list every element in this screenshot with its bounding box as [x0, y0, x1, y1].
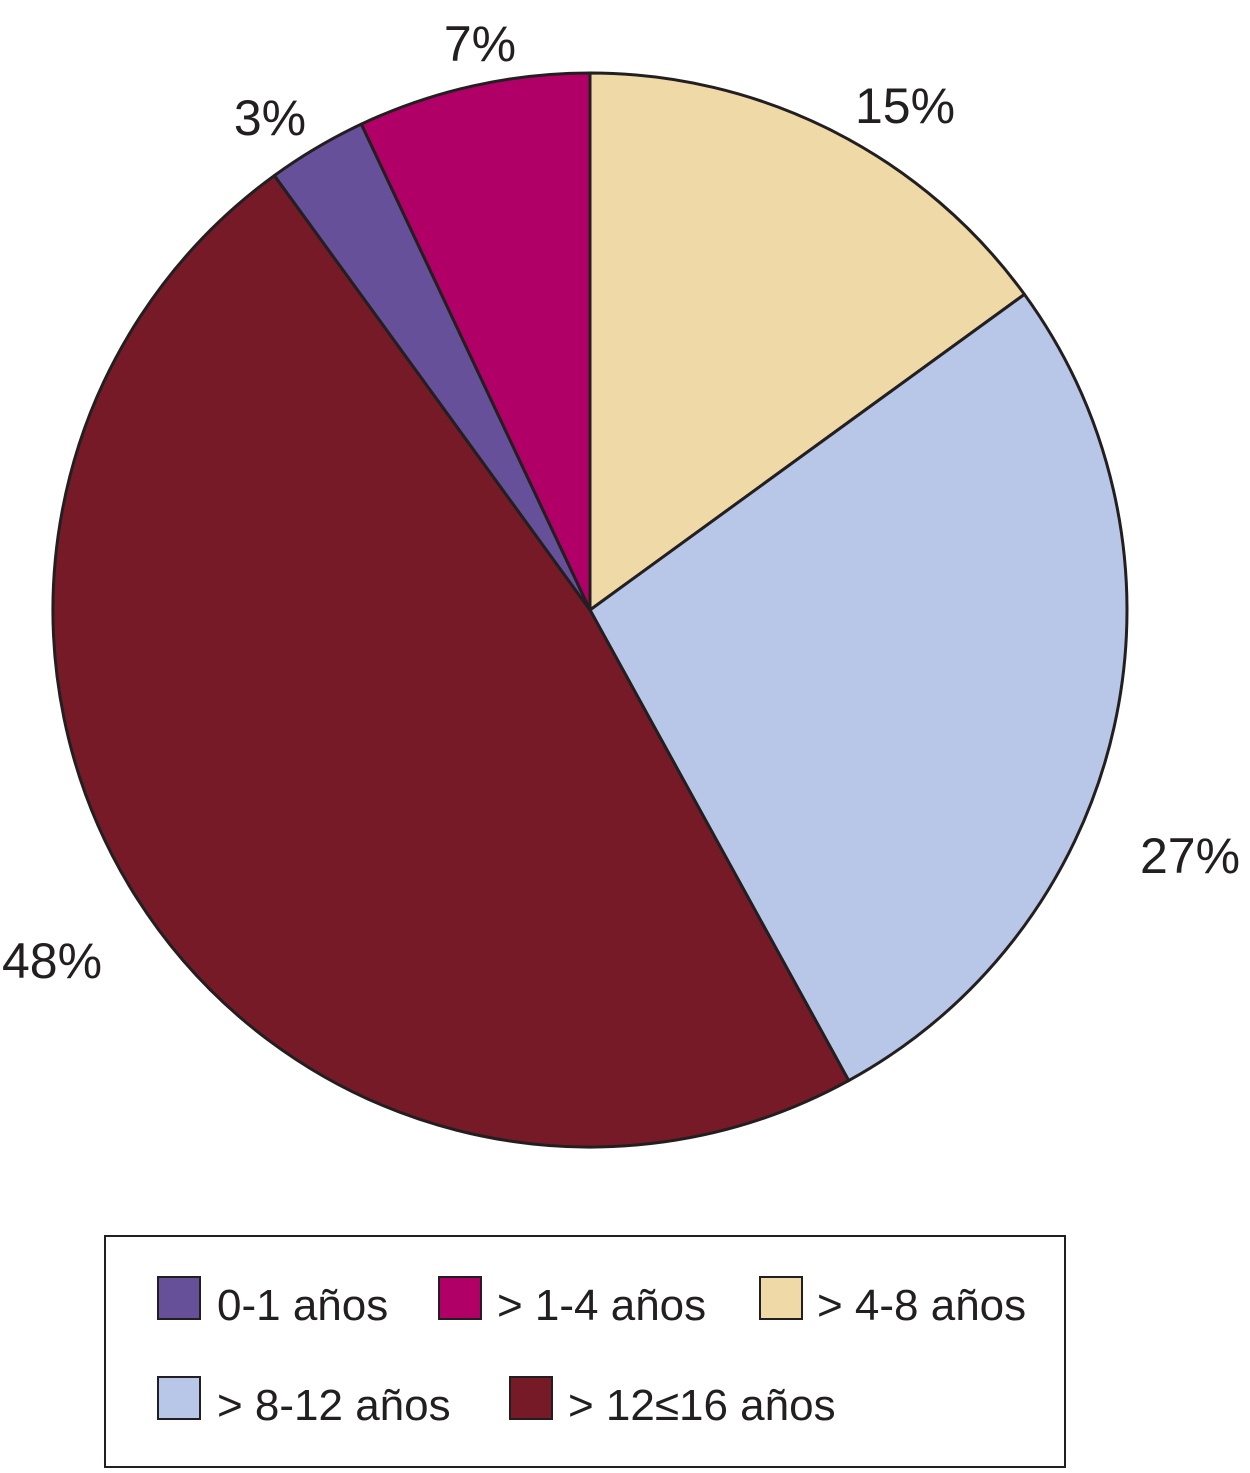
slice-12-16-anos [51, 174, 851, 1149]
legend-frame [104, 1235, 1066, 1468]
legend-label: > 4-8 años [817, 1281, 1026, 1330]
legend-swatch [157, 1276, 201, 1320]
legend-swatch [759, 1276, 803, 1320]
legend-label: > 8-12 años [217, 1381, 451, 1430]
slice-percent-label: 7% [444, 16, 516, 72]
slice-percent-label: 3% [234, 90, 306, 146]
pie-slices [51, 71, 1129, 1149]
legend-swatch [509, 1376, 553, 1420]
slice-8-12-anos [588, 292, 1129, 1083]
legend-item: > 8-12 años [157, 1376, 451, 1430]
legend-item: > 4-8 años [759, 1276, 1026, 1330]
legend-item: > 1-4 años [438, 1276, 706, 1330]
legend-label: > 12≤16 años [568, 1381, 836, 1430]
legend-swatch [157, 1376, 201, 1420]
legend: 0-1 años > 1-4 años > 4-8 años > 8-12 añ… [104, 1235, 1066, 1468]
legend-label: 0-1 años [217, 1281, 388, 1330]
slice-percent-label: 48% [2, 933, 102, 989]
slice-percent-label: 15% [855, 78, 955, 134]
legend-swatch [438, 1276, 482, 1320]
slice-4-8-anos [588, 71, 1026, 612]
legend-item: > 12≤16 años [509, 1376, 836, 1430]
pie-slice-labels: 15% 27% 48% 3% 7% [2, 16, 1240, 989]
legend-item: 0-1 años [157, 1276, 388, 1330]
slice-percent-label: 27% [1140, 828, 1240, 884]
legend-label: > 1-4 años [497, 1281, 706, 1330]
slice-1-4-anos [359, 71, 592, 612]
